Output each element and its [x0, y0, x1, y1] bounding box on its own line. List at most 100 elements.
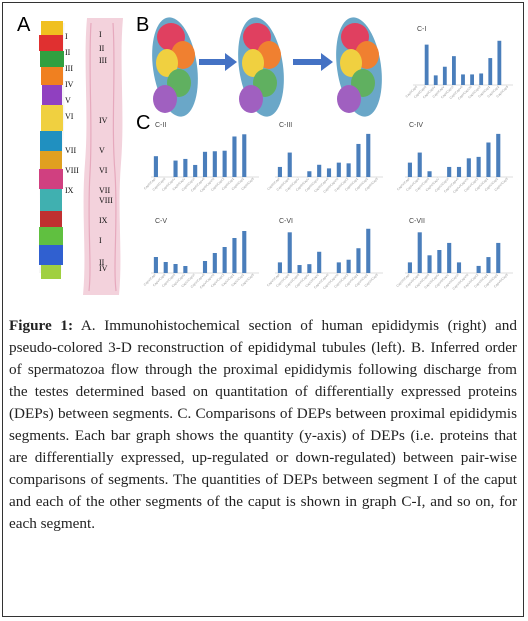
bar-chart-c-iii: C-IIICapIII/CapICapIII/CapIICapIII/CapIV… [266, 122, 383, 194]
flow-arrow-1 [199, 53, 237, 71]
bar [183, 158, 188, 177]
bar [356, 248, 361, 273]
bar [356, 143, 361, 177]
right-segment-label: I [99, 30, 102, 39]
bar [232, 238, 237, 273]
left-segment-label: III [65, 64, 73, 73]
right-segment-label: II [99, 258, 105, 267]
bar [470, 74, 474, 85]
panel-c-label: C [136, 112, 150, 134]
bar [479, 73, 484, 85]
right-segment-label: IV [99, 116, 108, 125]
right-segment-label: VII [99, 186, 110, 195]
bar [346, 163, 351, 177]
bar [242, 231, 247, 273]
left-segment-label: V [65, 96, 71, 105]
bar [366, 228, 371, 273]
bar [202, 151, 208, 177]
bar [496, 242, 501, 273]
bar [456, 262, 462, 273]
bar [153, 156, 158, 177]
bar [277, 262, 282, 273]
bar [433, 75, 438, 85]
bar [287, 232, 292, 273]
bar [447, 242, 452, 273]
bar [442, 66, 447, 85]
right-segment-label: III [99, 56, 107, 65]
bar [466, 158, 471, 177]
left-segment-label: IX [65, 186, 74, 195]
bar [232, 136, 237, 177]
bar [212, 253, 217, 273]
bar [287, 152, 292, 177]
bar-chart-c-vii: C-VIICapVII/CapICapVII/CapIICapVII/CapII… [396, 218, 513, 291]
bar [437, 250, 442, 273]
bar [456, 166, 462, 177]
bar [307, 264, 312, 273]
chart-title: C-III [279, 122, 292, 129]
histology-section [83, 18, 123, 295]
bar [407, 162, 412, 178]
bar [447, 166, 452, 177]
chart-title: C-II [155, 122, 166, 129]
bar [212, 151, 217, 177]
tubule-reconstruction [39, 21, 65, 279]
right-segment-label: I [99, 236, 102, 245]
right-segment-label: II [99, 44, 105, 53]
bar [173, 264, 178, 273]
left-segment-label: VIII [65, 166, 79, 175]
caput-map-3 [336, 17, 382, 117]
bar [496, 133, 501, 178]
right-segment-label: VI [99, 166, 108, 175]
bar [427, 171, 432, 177]
left-segment-label: I [65, 32, 68, 41]
bar [488, 58, 493, 85]
bar [163, 262, 168, 273]
chart-title: C-V [155, 218, 167, 225]
figure-caption: Figure 1: A. Immunohistochemical section… [9, 315, 517, 535]
bar-chart-c-ii: C-IICapII/CapICapII/CapIIICapII/CapIVCap… [143, 122, 259, 193]
bar [173, 160, 178, 177]
panel-b-label: B [136, 14, 149, 36]
left-segment-label: VII [65, 146, 76, 155]
left-segment-label: VI [65, 112, 74, 121]
bar-chart-c-i: C-ICapI/CapIICapI/CapIIICapI/CapIVCapI/C… [405, 26, 513, 101]
bar [242, 134, 247, 177]
bar [202, 261, 208, 273]
chart-title: C-VI [279, 218, 293, 225]
bar [336, 162, 341, 178]
caption-text: A. Immunohistochemical section of human … [9, 317, 517, 532]
bar [476, 156, 481, 178]
bar [427, 255, 432, 273]
bar [277, 166, 282, 177]
bar [476, 265, 481, 273]
bar [317, 251, 322, 273]
bar [452, 56, 456, 85]
bar [461, 74, 465, 85]
right-segment-label: VIII [99, 196, 113, 205]
right-segment-label: IX [99, 216, 108, 225]
left-segment-label: II [65, 48, 71, 57]
caput-map-2 [238, 17, 284, 117]
bar-chart-c-v: C-VCapV/CapICapV/CapIICapV/CapIIICapV/Ca… [143, 218, 259, 289]
bar [417, 232, 422, 273]
bar [366, 133, 371, 178]
bar-chart-c-iv: C-IVCapIV/CapICapIV/CapIICapIV/CapIIICap… [396, 122, 513, 194]
bar [336, 262, 341, 273]
bar [193, 164, 198, 177]
figure-frame: A I II III IV V VI VII VIII IX I II III IV V VI [2, 2, 524, 617]
left-segment-label: IV [65, 80, 74, 89]
bar [486, 257, 491, 273]
bar [417, 152, 422, 177]
bar [222, 247, 227, 273]
bar [326, 168, 332, 178]
bar [486, 142, 491, 177]
bar [183, 266, 188, 273]
caput-map-1 [152, 17, 198, 117]
bar [222, 150, 227, 177]
caption-label: Figure 1: [9, 317, 74, 334]
bar [424, 44, 429, 85]
